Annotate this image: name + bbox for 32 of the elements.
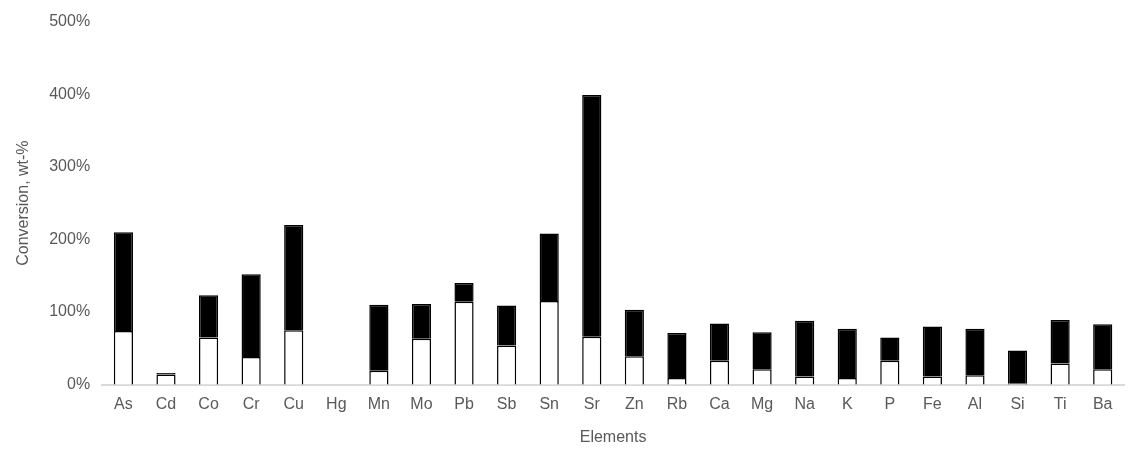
x-tick-label: Hg (326, 394, 347, 412)
x-tick-label: Sn (539, 394, 559, 412)
x-tick-label: As (114, 394, 133, 412)
x-axis-title: Elements (579, 427, 647, 445)
y-tick-label: 500% (49, 12, 91, 30)
x-tick-label: Sr (583, 394, 601, 412)
y-tick-label: 200% (49, 229, 91, 247)
x-tick-label: Pb (454, 394, 474, 412)
x-tick-label: Fe (923, 394, 942, 412)
x-tick-label: Si (1010, 394, 1025, 412)
y-axis-title: Conversion, wt-% (14, 140, 32, 266)
y-tick-label: 0% (67, 375, 91, 393)
x-tick-label: Co (198, 394, 219, 412)
x-tick-label: P (884, 394, 896, 412)
x-tick-label: Na (794, 394, 815, 412)
x-tick-label: Cu (283, 394, 304, 412)
x-tick-label: Mo (410, 394, 433, 412)
y-tick-label: 400% (49, 84, 91, 102)
x-tick-label: Zn (625, 394, 644, 412)
x-tick-label: Al (967, 394, 983, 412)
x-tick-label: K (841, 394, 853, 412)
x-tick-label: Sb (496, 394, 517, 412)
x-tick-label: Mg (750, 394, 774, 412)
x-tick-label: Cd (155, 394, 177, 412)
x-tick-label: Ba (1092, 394, 1113, 412)
x-tick-label: Mn (367, 394, 390, 412)
y-tick-label: 100% (49, 302, 91, 320)
x-tick-label: Rb (666, 394, 688, 412)
x-tick-label: Ca (709, 394, 730, 412)
x-tick-label: Cr (242, 394, 261, 412)
x-tick-label: Ti (1053, 394, 1067, 412)
y-tick-label: 300% (49, 157, 91, 175)
